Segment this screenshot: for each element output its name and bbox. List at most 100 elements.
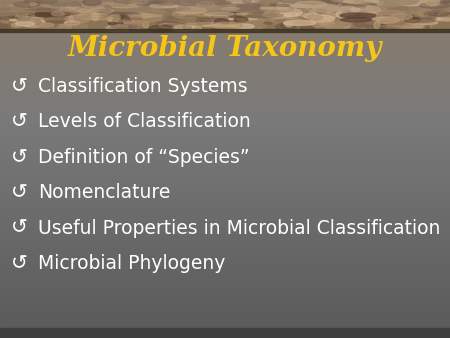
Ellipse shape xyxy=(81,2,113,8)
Ellipse shape xyxy=(114,14,120,21)
Ellipse shape xyxy=(413,26,432,28)
Ellipse shape xyxy=(178,14,202,19)
Ellipse shape xyxy=(110,25,128,27)
Ellipse shape xyxy=(381,0,400,3)
Ellipse shape xyxy=(100,8,112,9)
Ellipse shape xyxy=(108,15,119,23)
Ellipse shape xyxy=(36,16,44,19)
Ellipse shape xyxy=(197,2,215,8)
Ellipse shape xyxy=(367,21,378,25)
Ellipse shape xyxy=(149,25,174,32)
Ellipse shape xyxy=(254,8,270,12)
Ellipse shape xyxy=(415,15,427,17)
Ellipse shape xyxy=(144,0,164,4)
Ellipse shape xyxy=(51,11,64,16)
Ellipse shape xyxy=(37,23,58,27)
Bar xyxy=(0,0,450,11)
Ellipse shape xyxy=(207,21,224,22)
Ellipse shape xyxy=(346,18,356,22)
Ellipse shape xyxy=(77,10,98,13)
Ellipse shape xyxy=(302,0,329,5)
Ellipse shape xyxy=(69,16,73,22)
Ellipse shape xyxy=(214,19,229,25)
Ellipse shape xyxy=(228,25,240,27)
Ellipse shape xyxy=(190,0,199,5)
Ellipse shape xyxy=(106,25,128,32)
Ellipse shape xyxy=(124,22,144,26)
Ellipse shape xyxy=(279,12,298,17)
Ellipse shape xyxy=(297,13,314,19)
Text: ↺: ↺ xyxy=(11,148,28,167)
Ellipse shape xyxy=(187,4,220,11)
Ellipse shape xyxy=(68,9,93,12)
Ellipse shape xyxy=(229,12,242,17)
Ellipse shape xyxy=(0,24,11,31)
Ellipse shape xyxy=(166,16,202,20)
Ellipse shape xyxy=(410,13,421,14)
Ellipse shape xyxy=(268,12,295,17)
Ellipse shape xyxy=(28,23,54,27)
Ellipse shape xyxy=(280,23,291,28)
Ellipse shape xyxy=(0,24,9,29)
Ellipse shape xyxy=(157,21,165,26)
Ellipse shape xyxy=(323,24,344,31)
Ellipse shape xyxy=(406,15,419,19)
Ellipse shape xyxy=(356,13,371,17)
Ellipse shape xyxy=(244,22,268,28)
Ellipse shape xyxy=(289,4,306,7)
Ellipse shape xyxy=(104,5,112,10)
Ellipse shape xyxy=(110,12,139,18)
Ellipse shape xyxy=(325,7,354,10)
Ellipse shape xyxy=(227,0,258,6)
Ellipse shape xyxy=(37,13,45,16)
Ellipse shape xyxy=(310,15,335,22)
Ellipse shape xyxy=(33,10,68,15)
Ellipse shape xyxy=(199,0,231,4)
Text: Classification Systems: Classification Systems xyxy=(38,77,248,96)
Ellipse shape xyxy=(36,7,52,15)
Ellipse shape xyxy=(376,21,405,25)
Ellipse shape xyxy=(12,23,21,27)
Ellipse shape xyxy=(81,15,110,20)
Ellipse shape xyxy=(169,0,184,5)
Ellipse shape xyxy=(270,6,294,12)
Ellipse shape xyxy=(112,16,131,24)
Ellipse shape xyxy=(25,0,42,3)
Ellipse shape xyxy=(65,15,90,23)
Ellipse shape xyxy=(260,4,273,11)
Ellipse shape xyxy=(354,20,379,27)
Ellipse shape xyxy=(290,6,316,10)
Ellipse shape xyxy=(425,0,440,5)
Ellipse shape xyxy=(376,6,408,11)
Ellipse shape xyxy=(314,4,342,6)
Ellipse shape xyxy=(19,0,36,4)
Ellipse shape xyxy=(311,5,331,8)
Ellipse shape xyxy=(199,15,230,22)
Ellipse shape xyxy=(173,25,195,32)
Ellipse shape xyxy=(120,26,125,31)
Ellipse shape xyxy=(0,5,11,11)
Ellipse shape xyxy=(153,7,165,15)
Ellipse shape xyxy=(123,16,142,20)
Ellipse shape xyxy=(332,0,342,2)
Ellipse shape xyxy=(324,22,351,29)
Ellipse shape xyxy=(262,18,274,20)
Ellipse shape xyxy=(360,3,376,9)
Ellipse shape xyxy=(92,13,99,21)
Ellipse shape xyxy=(270,15,292,18)
Ellipse shape xyxy=(357,2,376,9)
Ellipse shape xyxy=(236,5,256,11)
Ellipse shape xyxy=(275,23,296,30)
Ellipse shape xyxy=(252,21,266,25)
Ellipse shape xyxy=(107,1,142,8)
Ellipse shape xyxy=(58,23,88,31)
Ellipse shape xyxy=(26,9,55,11)
Ellipse shape xyxy=(264,10,291,19)
Bar xyxy=(0,328,450,338)
Ellipse shape xyxy=(393,0,416,5)
Ellipse shape xyxy=(156,22,173,29)
Text: Definition of “Species”: Definition of “Species” xyxy=(38,148,250,167)
Ellipse shape xyxy=(311,21,324,27)
Ellipse shape xyxy=(232,24,254,29)
Ellipse shape xyxy=(187,4,199,7)
